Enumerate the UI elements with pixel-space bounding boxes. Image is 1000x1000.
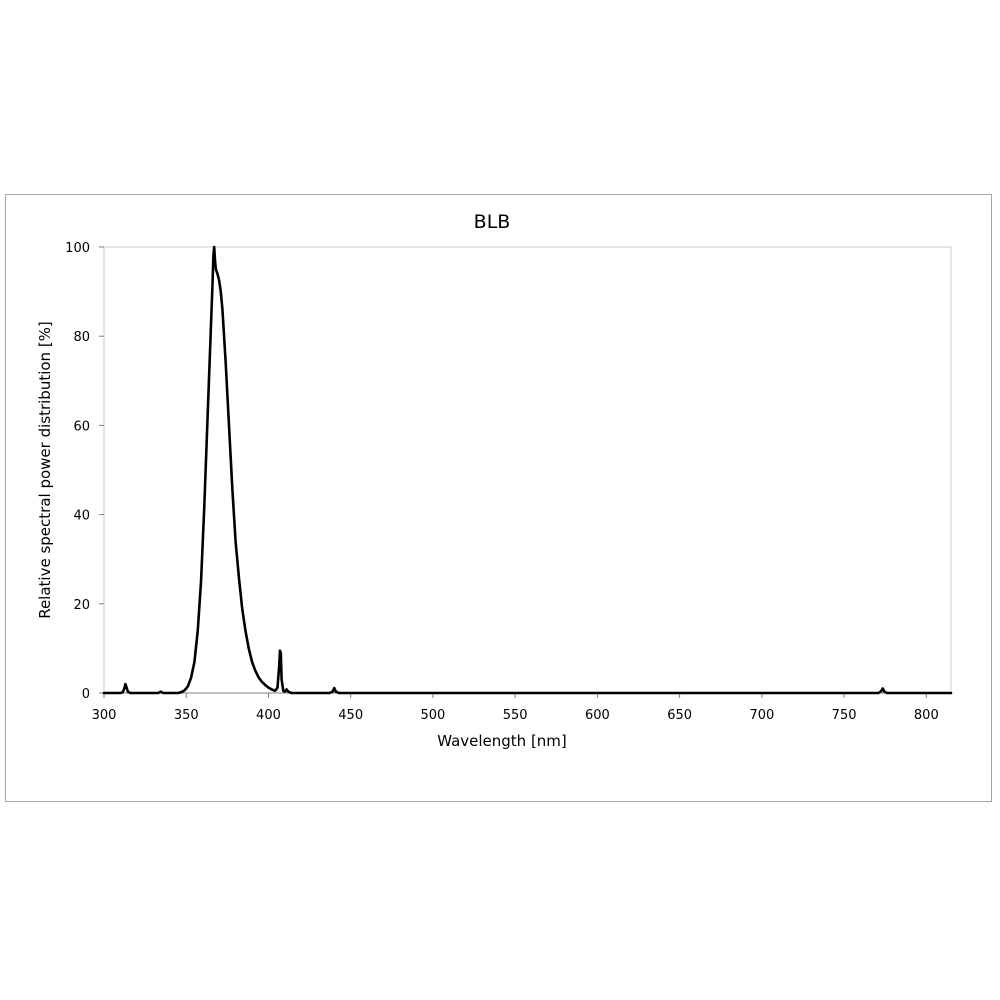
x-tick-label: 550 [503, 708, 528, 723]
x-tick-label: 650 [667, 708, 692, 723]
y-tick-label: 20 [73, 598, 90, 613]
x-tick-label: 500 [421, 708, 446, 723]
x-tick-label: 450 [338, 708, 363, 723]
x-tick-label: 700 [749, 708, 774, 723]
y-axis-title: Relative spectral power distribution [%] [36, 321, 54, 619]
x-tick-label: 600 [585, 708, 610, 723]
x-axis-title: Wavelength [nm] [437, 732, 567, 750]
x-tick-label: 750 [832, 708, 857, 723]
y-tick-label: 40 [73, 509, 90, 524]
x-tick-label: 800 [914, 708, 939, 723]
y-tick-label: 80 [73, 330, 90, 345]
y-tick-label: 0 [82, 687, 90, 702]
x-tick-label: 400 [256, 708, 281, 723]
y-tick-label: 100 [65, 241, 90, 256]
y-tick-label: 60 [73, 419, 90, 434]
series-line [102, 245, 953, 695]
y-axis-ticks: 0 20 40 60 80 100 [65, 241, 104, 702]
x-tick-label: 350 [174, 708, 199, 723]
x-axis-ticks: 300 350 400 450 500 550 600 650 700 750 800 [92, 693, 939, 723]
chart-title: BLB [474, 211, 511, 233]
chart-frame [5, 194, 992, 802]
x-tick-label: 300 [92, 708, 117, 723]
